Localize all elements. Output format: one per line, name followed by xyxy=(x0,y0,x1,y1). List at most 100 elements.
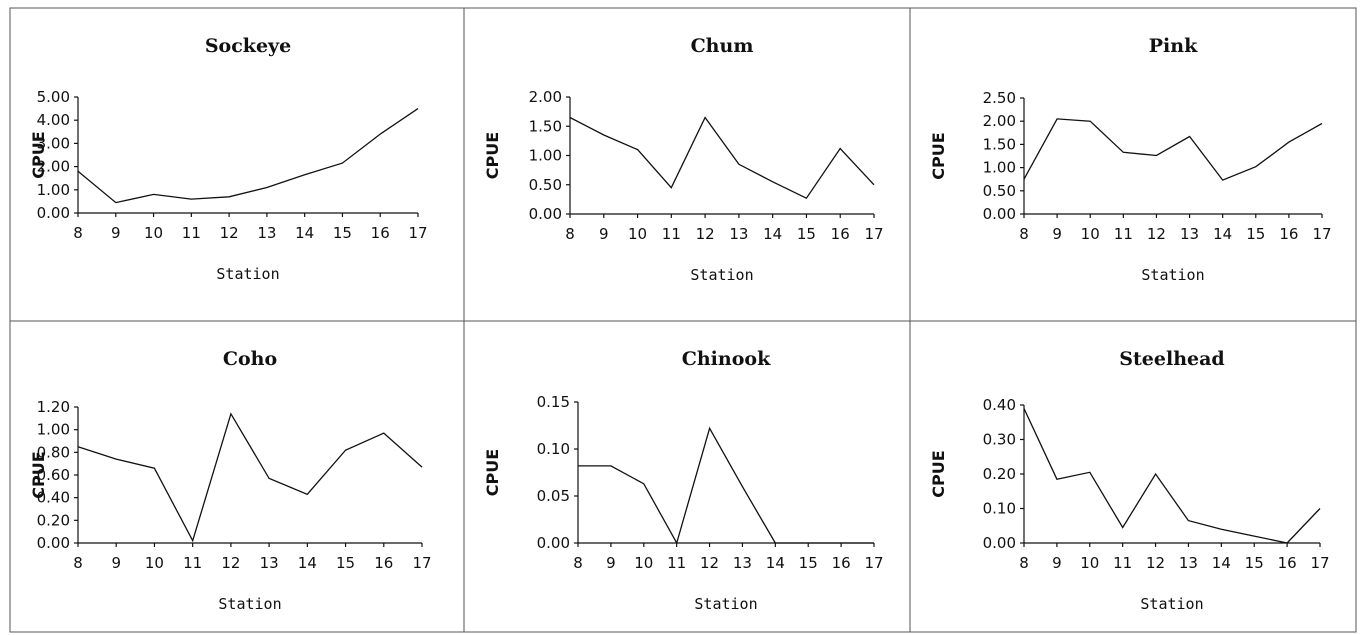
x-axis-label: Station xyxy=(216,265,279,283)
x-tick-label: 15 xyxy=(336,554,355,572)
y-axis-label: CPUE xyxy=(483,132,502,179)
x-tick-label: 13 xyxy=(1179,554,1198,572)
panel-border xyxy=(909,7,1357,322)
series-line xyxy=(569,116,875,200)
x-tick-label: 14 xyxy=(766,554,785,572)
x-tick-label: 10 xyxy=(628,225,647,243)
x-axis-label: Station xyxy=(690,266,753,284)
x-tick-label: 13 xyxy=(257,224,276,242)
y-tick-label: 0.40 xyxy=(37,489,70,507)
chart-panel-chum: Chum 0.00 0.50 1.00 1.50 2.00 8 9 10 11 12 13 14 15 16… xyxy=(463,7,911,322)
y-axis-label: CPUE xyxy=(29,451,48,498)
x-tick-label: 11 xyxy=(667,554,686,572)
y-tick-label: 0.80 xyxy=(37,443,70,461)
y-tick-label: 0.00 xyxy=(37,534,70,552)
x-tick-label: 13 xyxy=(733,554,752,572)
series-line xyxy=(1023,118,1323,181)
series-line xyxy=(578,426,874,545)
x-tick-label: 15 xyxy=(1245,554,1264,572)
x-tick-label: 14 xyxy=(763,225,782,243)
y-tick-label: 1.00 xyxy=(37,181,70,199)
x-tick-label: 12 xyxy=(696,225,715,243)
x-tick-label: 17 xyxy=(1312,225,1331,243)
panel-border xyxy=(909,320,1357,633)
x-tick-label: 14 xyxy=(295,224,314,242)
y-tick-label: 0.00 xyxy=(983,205,1016,223)
y-tick-label: 2.00 xyxy=(529,88,562,106)
x-tick-label: 8 xyxy=(573,554,583,572)
y-tick-label: 0.50 xyxy=(529,176,562,194)
x-tick-label: 12 xyxy=(700,554,719,572)
y-tick-label: 1.00 xyxy=(983,159,1016,177)
y-tick-label: 1.00 xyxy=(37,421,70,439)
series-line xyxy=(77,108,419,204)
x-tick-label: 8 xyxy=(565,225,575,243)
x-tick-label: 16 xyxy=(1279,225,1298,243)
chart-title: Pink xyxy=(1149,35,1198,57)
y-tick-label: 1.20 xyxy=(37,398,70,416)
y-tick-label: 2.50 xyxy=(983,89,1016,107)
y-axis-label: CPUE xyxy=(929,450,948,497)
chart-panel-chinook: Chinook 0.00 0.05 0.10 0.15 8 9 10 11 12 13 14 15 16 1… xyxy=(463,320,911,633)
x-axis-label: Station xyxy=(1141,266,1204,284)
panel-border xyxy=(463,7,911,322)
y-tick-label: 0.10 xyxy=(537,440,570,458)
x-tick-label: 11 xyxy=(182,224,201,242)
series-line xyxy=(77,412,423,543)
x-tick-label: 16 xyxy=(832,554,851,572)
y-tick-label: 0.00 xyxy=(37,204,70,222)
x-tick-label: 13 xyxy=(1180,225,1199,243)
x-tick-label: 9 xyxy=(111,224,121,242)
x-tick-label: 14 xyxy=(1213,225,1232,243)
y-axis-label: CPUE xyxy=(29,131,48,178)
x-tick-label: 17 xyxy=(1310,554,1329,572)
y-axis-label: CPUE xyxy=(929,132,948,179)
x-tick-label: 13 xyxy=(260,554,279,572)
x-tick-label: 8 xyxy=(1019,554,1029,572)
x-tick-label: 11 xyxy=(183,554,202,572)
y-tick-label: 0.00 xyxy=(537,534,570,552)
x-tick-label: 9 xyxy=(1052,554,1062,572)
chart-panel-steelhead: Steelhead 0.00 0.10 0.20 0.30 0.40 8 9 10 11 12 13 1… xyxy=(909,320,1357,633)
x-tick-label: 15 xyxy=(333,224,352,242)
y-tick-label: 1.00 xyxy=(529,147,562,165)
y-tick-label: 0.10 xyxy=(983,500,1016,518)
y-tick-label: 4.00 xyxy=(37,111,70,129)
x-tick-label: 11 xyxy=(1114,225,1133,243)
y-axis-label: CPUE xyxy=(483,449,502,496)
x-tick-label: 15 xyxy=(1246,225,1265,243)
x-tick-label: 10 xyxy=(145,554,164,572)
x-tick-label: 17 xyxy=(864,225,883,243)
x-tick-label: 15 xyxy=(797,225,816,243)
x-tick-label: 9 xyxy=(599,225,609,243)
x-tick-label: 17 xyxy=(864,554,883,572)
y-tick-label: 0.50 xyxy=(983,182,1016,200)
x-tick-label: 16 xyxy=(374,554,393,572)
x-tick-label: 10 xyxy=(1080,554,1099,572)
x-axis-label: Station xyxy=(218,595,281,613)
chart-panel-pink: Pink 0.00 0.50 1.00 1.50 2.00 2.50 8 9 10 11 12 13 14… xyxy=(909,7,1357,322)
chart-title: Chum xyxy=(691,35,754,57)
x-tick-label: 16 xyxy=(371,224,390,242)
x-tick-label: 9 xyxy=(1052,225,1062,243)
x-tick-label: 11 xyxy=(1113,554,1132,572)
y-tick-label: 5.00 xyxy=(37,88,70,106)
x-tick-label: 14 xyxy=(298,554,317,572)
y-tick-label: 0.20 xyxy=(983,465,1016,483)
x-tick-label: 10 xyxy=(144,224,163,242)
y-tick-label: 0.30 xyxy=(983,431,1016,449)
x-tick-label: 9 xyxy=(111,554,121,572)
x-tick-label: 12 xyxy=(220,224,239,242)
x-axis-label: Station xyxy=(694,595,757,613)
y-tick-label: 2.00 xyxy=(983,112,1016,130)
x-tick-label: 10 xyxy=(634,554,653,572)
x-tick-label: 12 xyxy=(221,554,240,572)
series-line xyxy=(1023,408,1321,544)
y-tick-label: 0.40 xyxy=(983,396,1016,414)
y-tick-label: 0.15 xyxy=(537,393,570,411)
chart-panel-coho: Coho 0.00 0.20 0.40 0.60 0.80 1.00 1.20 8 9 10 11 12… xyxy=(9,320,465,633)
y-tick-label: 0.20 xyxy=(37,511,70,529)
y-tick-label: 3.00 xyxy=(37,134,70,152)
chart-panel-sockeye: Sockeye 0.00 1.00 2.00 3.00 4.00 5.00 8 9 10 11 12 1… xyxy=(9,7,465,322)
